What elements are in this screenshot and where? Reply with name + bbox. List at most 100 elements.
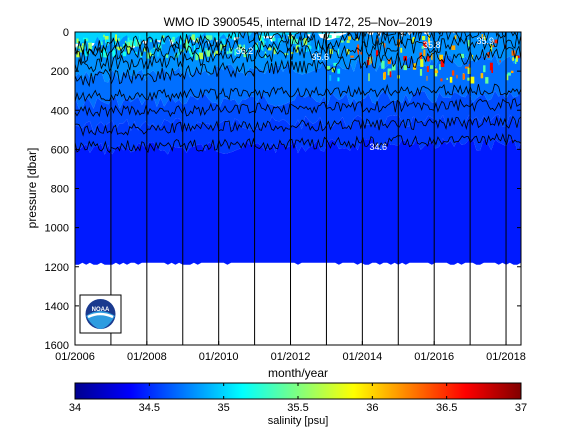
surface-patch [421,45,424,49]
surface-patch [261,36,264,42]
surface-patch [467,77,470,81]
surface-patch [239,45,243,54]
chart-title: WMO ID 3900545, internal ID 1472, 25–Nov… [164,15,433,29]
surface-patch [468,64,470,67]
surface-patch [103,50,107,54]
surface-patch [188,42,191,48]
salinity-contour [75,83,521,103]
surface-patch [489,62,493,71]
surface-patch [419,69,423,76]
surface-patch [125,40,128,45]
colorbar-tick-label: 34.5 [139,402,160,414]
surface-patch [112,50,116,57]
surface-patch [191,34,195,41]
salinity-contour [75,32,482,56]
surface-patch [440,59,445,67]
y-axis: 0 200 400 600 800 1000 1200 1400 1600 [45,27,521,352]
surface-patch [340,40,344,43]
y-tick-label: 200 [51,66,69,78]
surface-patch [383,71,386,79]
surface-patch [88,50,90,54]
surface-patch [514,58,517,64]
surface-patch [118,38,120,41]
surface-patch [220,44,223,51]
surface-patch [439,54,443,61]
surface-patch [440,78,443,82]
surface-patch [272,37,276,42]
surface-patch [499,60,501,63]
surface-patch [158,44,162,51]
surface-patch [178,48,181,55]
surface-patch [412,63,417,70]
surface-patch [291,36,295,44]
surface-patch [185,43,189,51]
surface-patch [184,36,186,40]
surface-patch [336,35,340,38]
surface-patch [267,47,272,51]
surface-patch [451,45,456,50]
surface-patch [483,65,486,73]
surface-patch [206,50,211,57]
surface-patch [317,43,319,51]
surface-patch [356,38,359,41]
surface-patch [268,38,271,45]
colorbar-tick-label: 34 [69,402,81,414]
surface-patch [462,73,465,80]
surface-patch [446,77,448,80]
surface-patch [512,57,514,61]
surface-patch [389,71,392,78]
surface-patch [439,64,441,70]
x-axis-label: month/year [268,366,328,380]
surface-patch [264,51,267,59]
surface-patch [333,62,338,66]
year-marker-lines [110,32,507,345]
surface-patch [487,52,490,58]
surface-patch [303,35,305,38]
surface-patch [243,44,245,50]
surface-patch [156,49,160,57]
surface-patch [412,37,415,39]
surface-patch [190,52,194,57]
surface-patch [198,45,202,54]
surface-patch [161,35,165,39]
surface-patch [421,36,426,41]
surface-patch [127,37,130,44]
surface-patch [454,35,457,40]
noaa-logo: NOAA [79,294,122,334]
salinity-contour [75,32,519,64]
surface-patch [126,42,129,48]
surface-patch [337,68,341,74]
surface-patch [294,35,297,41]
surface-patch [88,42,92,50]
surface-patch [82,43,85,46]
surface-patch [293,36,296,42]
surface-patch [199,52,203,60]
surface-patch [123,51,127,57]
surface-patch [222,44,227,47]
surface-patch [115,34,117,42]
surface-patch [149,39,152,43]
x-tick-label: 01/2016 [414,351,454,363]
surface-patch [104,53,108,58]
surface-patch [263,41,267,44]
surface-patch [143,47,148,52]
noaa-logo-text: NOAA [92,307,110,313]
x-tick-label: 01/2006 [55,351,95,363]
colorbar-ticks: 34 34.5 35 35.5 36 36.5 37 [69,383,527,414]
surface-patch [105,39,109,44]
surface-patch [360,51,363,55]
surface-patch [137,39,141,47]
surface-patch [272,45,276,50]
surface-patch [193,43,196,52]
surface-patch [376,38,379,42]
surface-patch [391,64,396,71]
surface-patch [100,38,103,42]
surface-patch [205,48,207,55]
surface-patch [327,34,332,39]
surface-patch [420,59,424,67]
y-tick-label: 400 [51,105,69,117]
surface-patch [346,40,350,43]
surface-patch [381,60,385,69]
salinity-contours [75,32,521,154]
